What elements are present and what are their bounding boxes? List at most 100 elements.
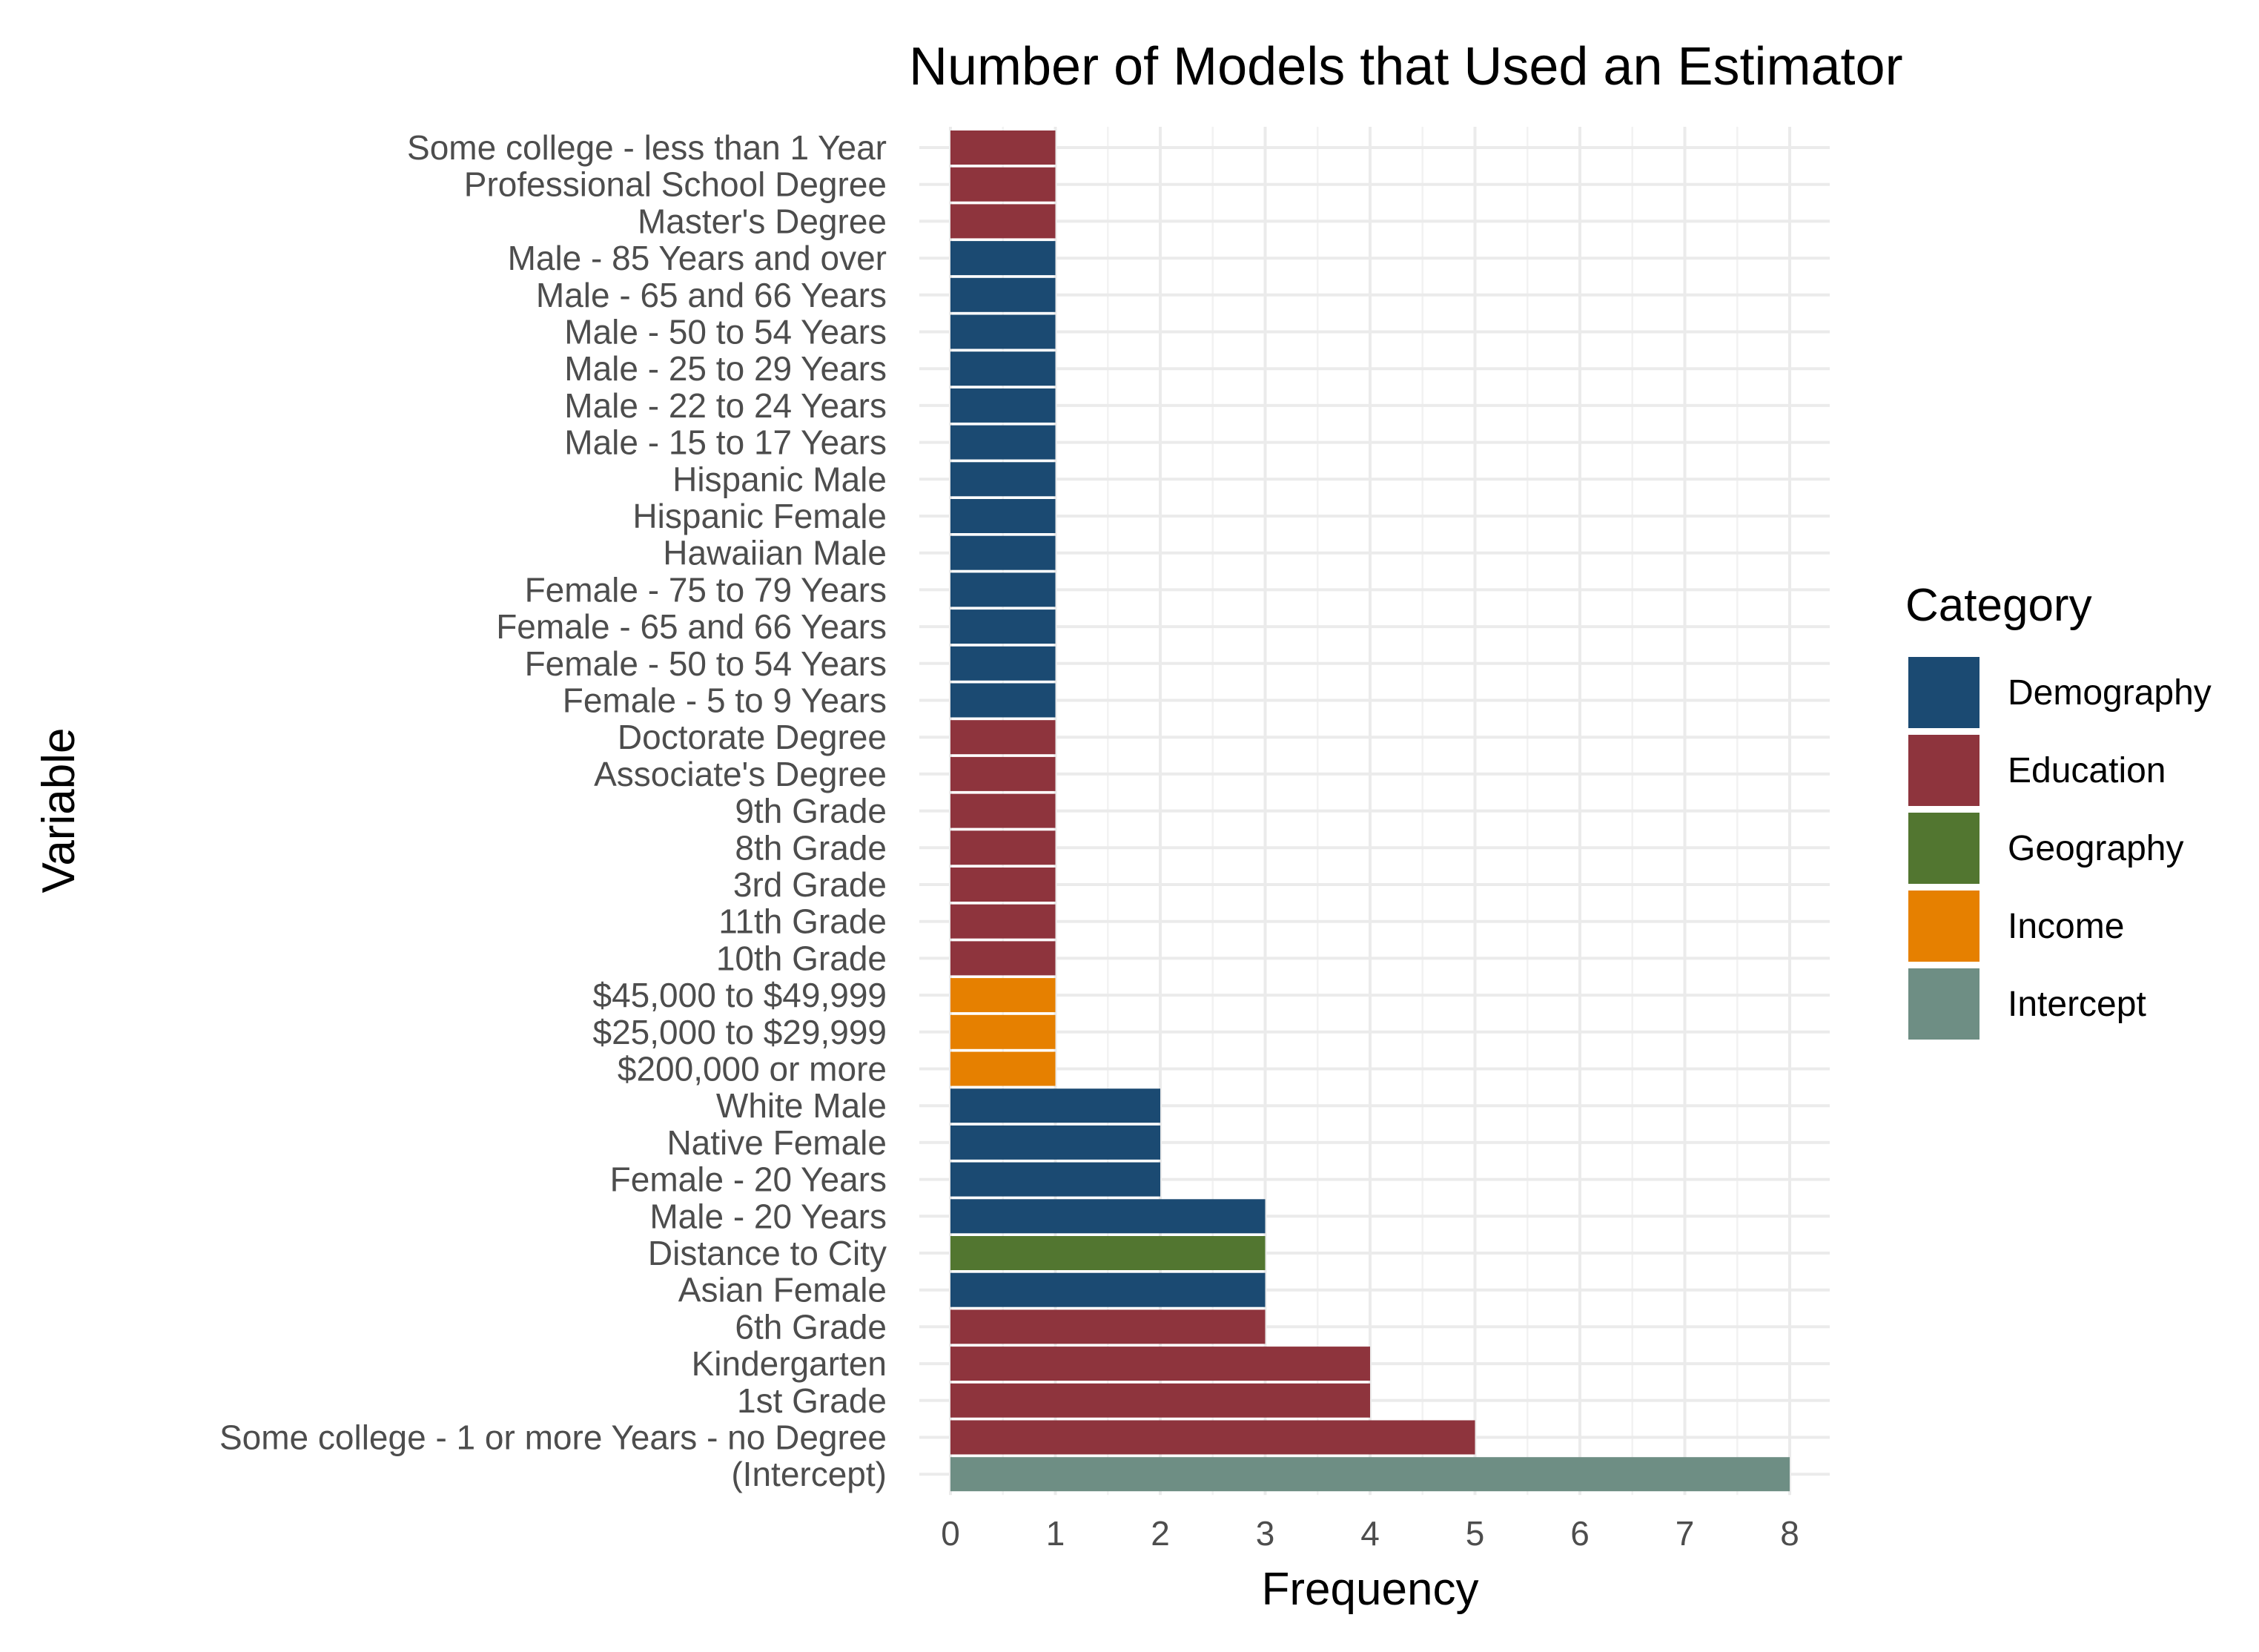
- y-tick-label: Female - 50 to 54 Years: [525, 644, 887, 683]
- y-tick-label: White Male: [716, 1086, 887, 1125]
- grid: [919, 127, 1830, 1496]
- bar: [950, 1051, 1056, 1086]
- bar: [950, 904, 1056, 939]
- y-tick-label: Male - 22 to 24 Years: [564, 386, 887, 425]
- legend: Category Demography Education Geography Inc…: [1905, 580, 2212, 1040]
- bar: [950, 720, 1056, 755]
- x-tick-label: 0: [941, 1514, 960, 1553]
- y-tick-label: Doctorate Degree: [618, 718, 887, 756]
- legend-label: Income: [2008, 907, 2124, 946]
- bar: [950, 167, 1056, 202]
- y-tick-label: Master's Degree: [638, 202, 887, 240]
- bar: [950, 978, 1056, 1013]
- bar: [950, 1309, 1266, 1344]
- y-tick-label: Distance to City: [648, 1234, 887, 1272]
- y-tick-label: Associate's Degree: [594, 755, 887, 793]
- y-tick-label: $200,000 or more: [618, 1050, 887, 1088]
- bar: [950, 609, 1056, 644]
- y-axis-title: Variable: [33, 728, 85, 893]
- bar: [950, 941, 1056, 976]
- bar: [950, 1014, 1056, 1049]
- bar: [950, 1383, 1370, 1418]
- bar: [950, 462, 1056, 497]
- legend-title: Category: [1905, 580, 2092, 631]
- bar: [950, 646, 1056, 681]
- y-tick-label: 3rd Grade: [733, 865, 887, 904]
- y-tick-label: 10th Grade: [716, 939, 887, 977]
- legend-label: Education: [2008, 751, 2166, 790]
- bar: [950, 499, 1056, 533]
- bar: [950, 388, 1056, 423]
- bar: [950, 314, 1056, 349]
- y-tick-label: Female - 65 and 66 Years: [496, 607, 887, 646]
- y-tick-label: (Intercept): [731, 1455, 887, 1493]
- x-tick-label: 1: [1046, 1514, 1065, 1553]
- bar: [950, 1272, 1266, 1307]
- y-tick-label: Female - 20 Years: [610, 1160, 887, 1199]
- bar: [950, 241, 1056, 276]
- y-tick-label: $45,000 to $49,999: [593, 976, 887, 1014]
- bar: [950, 1125, 1160, 1160]
- legend-label: Demography: [2008, 673, 2212, 713]
- y-axis-tick-labels: Some college - less than 1 YearProfessio…: [219, 128, 887, 1493]
- x-tick-label: 2: [1151, 1514, 1170, 1553]
- x-tick-label: 5: [1466, 1514, 1485, 1553]
- x-tick-label: 7: [1676, 1514, 1695, 1553]
- y-tick-label: Male - 20 Years: [649, 1197, 887, 1235]
- chart-title: Number of Models that Used an Estimator: [909, 37, 1903, 96]
- y-tick-label: 1st Grade: [737, 1381, 887, 1420]
- y-tick-label: Some college - 1 or more Years - no Degr…: [219, 1418, 887, 1457]
- y-tick-label: 8th Grade: [735, 828, 887, 867]
- y-tick-label: Some college - less than 1 Year: [407, 128, 887, 167]
- legend-label: Geography: [2008, 829, 2184, 868]
- y-tick-label: Professional School Degree: [464, 165, 887, 204]
- bar: [950, 572, 1056, 607]
- x-tick-label: 4: [1360, 1514, 1380, 1553]
- bar: [950, 535, 1056, 570]
- bar: [950, 1199, 1266, 1234]
- bar: [950, 756, 1056, 791]
- y-tick-label: Hawaiian Male: [663, 534, 887, 572]
- y-tick-label: $25,000 to $29,999: [593, 1013, 887, 1051]
- legend-label: Intercept: [2008, 985, 2146, 1024]
- x-axis-title: Frequency: [1262, 1564, 1479, 1615]
- bar: [950, 793, 1056, 828]
- legend-items: Demography Education Geography Income Interc…: [1908, 657, 2212, 1040]
- bar: [950, 1088, 1160, 1123]
- legend-swatch: [1908, 735, 1979, 806]
- y-tick-label: Male - 50 to 54 Years: [564, 313, 887, 351]
- legend-swatch: [1908, 813, 1979, 884]
- x-tick-label: 6: [1570, 1514, 1590, 1553]
- y-tick-label: Kindergarten: [692, 1344, 887, 1383]
- bar: [950, 277, 1056, 312]
- x-tick-label: 3: [1256, 1514, 1275, 1553]
- bar: [950, 1457, 1790, 1492]
- legend-swatch: [1908, 891, 1979, 962]
- bar: [950, 1162, 1160, 1197]
- bar: [950, 868, 1056, 902]
- bars: [950, 130, 1790, 1492]
- y-tick-label: 9th Grade: [735, 792, 887, 830]
- legend-swatch: [1908, 657, 1979, 728]
- bar: [950, 130, 1056, 165]
- y-tick-label: 6th Grade: [735, 1307, 887, 1346]
- bar: [950, 830, 1056, 865]
- x-tick-label: 8: [1780, 1514, 1799, 1553]
- y-tick-label: Hispanic Female: [632, 497, 887, 535]
- bar: [950, 204, 1056, 239]
- y-tick-label: Male - 15 to 17 Years: [564, 423, 887, 462]
- bar: [950, 351, 1056, 386]
- y-tick-label: Asian Female: [678, 1271, 887, 1309]
- y-tick-label: Hispanic Male: [672, 460, 887, 498]
- y-tick-label: Male - 65 and 66 Years: [536, 276, 887, 314]
- bar: [950, 1347, 1370, 1381]
- bar: [950, 1420, 1475, 1455]
- y-tick-label: Male - 85 Years and over: [508, 239, 887, 277]
- bar: [950, 1236, 1266, 1270]
- bar: [950, 425, 1056, 460]
- x-axis-tick-labels: 0 1 2 3 4 5 6 7 8: [941, 1514, 1799, 1553]
- legend-swatch: [1908, 968, 1979, 1040]
- y-tick-label: Female - 75 to 79 Years: [525, 570, 887, 609]
- bar: [950, 683, 1056, 718]
